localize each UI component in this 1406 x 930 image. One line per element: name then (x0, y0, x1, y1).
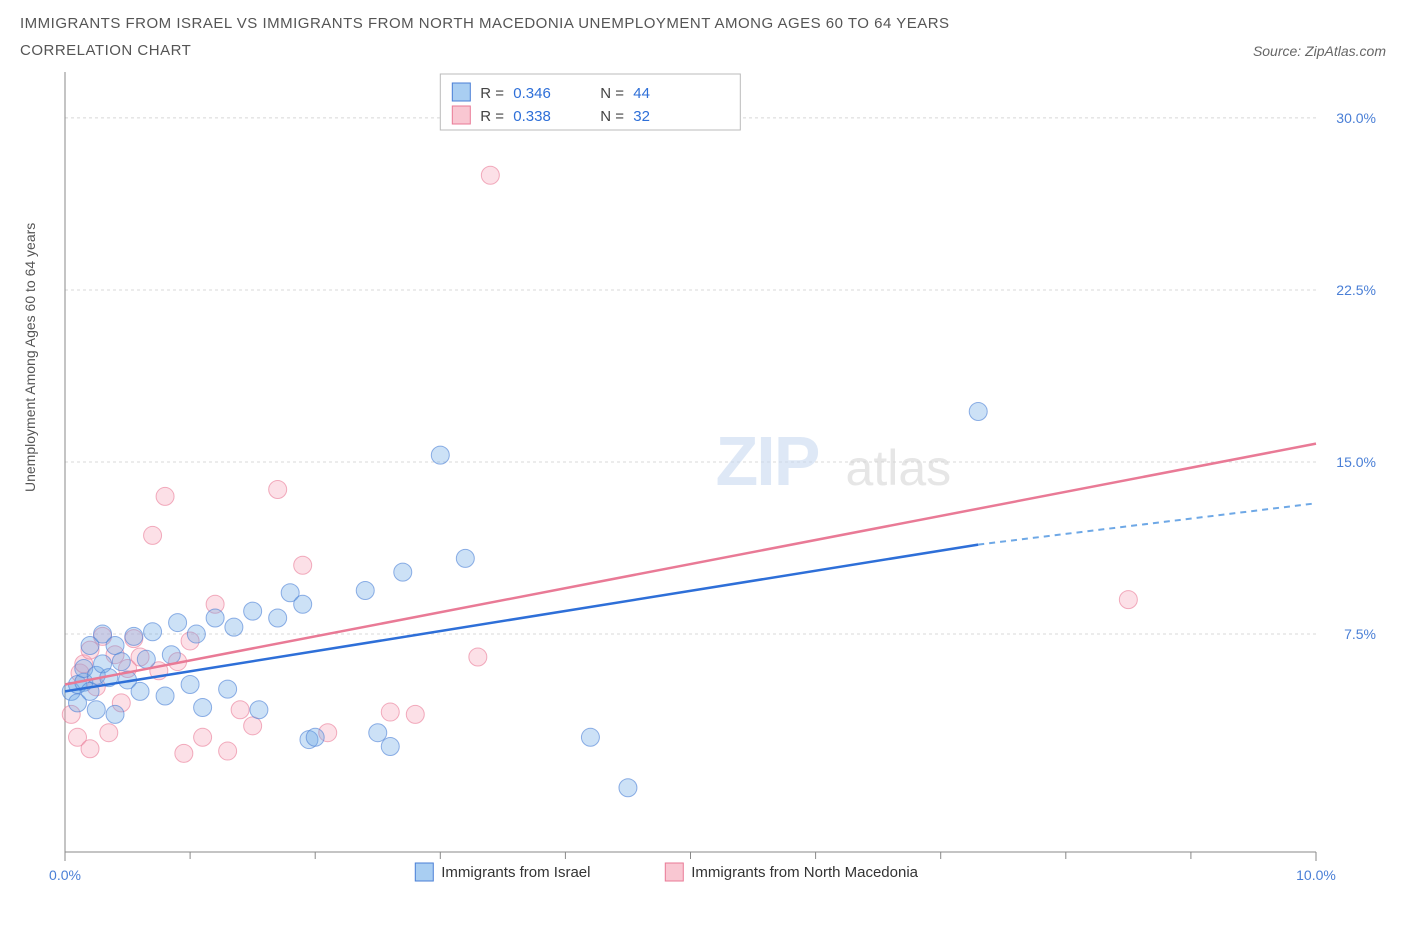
data-point (481, 166, 499, 184)
stats-R-label: R = (480, 85, 504, 102)
data-point (87, 701, 105, 719)
stats-R-pink: 0.338 (513, 108, 551, 125)
source-credit: Source: ZipAtlas.com (1253, 43, 1386, 59)
data-point (131, 682, 149, 700)
data-point (137, 650, 155, 668)
data-point (394, 563, 412, 581)
y-tick-label: 30.0% (1336, 110, 1376, 126)
stats-N-blue: 44 (633, 85, 650, 102)
data-point (194, 728, 212, 746)
data-point (406, 705, 424, 723)
data-point (969, 403, 987, 421)
data-point (250, 701, 268, 719)
stats-N-label: N = (600, 85, 624, 102)
y-tick-label: 22.5% (1336, 282, 1376, 298)
x-tick-label: 10.0% (1296, 867, 1336, 883)
chart-subtitle: CORRELATION CHART (20, 42, 191, 59)
scatter-chart: ZIP atlas 0.0% 10.0% 7.5% 15.0% 22.5% 30.0% R = 0… (20, 67, 1386, 897)
data-point (244, 717, 262, 735)
data-point (581, 728, 599, 746)
data-point (381, 703, 399, 721)
data-point (144, 623, 162, 641)
data-point (219, 742, 237, 760)
data-point (456, 549, 474, 567)
data-point (225, 618, 243, 636)
data-point (294, 556, 312, 574)
legend-label-blue: Immigrants from Israel (441, 864, 590, 881)
stats-R-label: R = (480, 108, 504, 125)
data-point (162, 646, 180, 664)
data-point (306, 728, 324, 746)
data-point (194, 698, 212, 716)
data-point (144, 526, 162, 544)
stats-N-pink: 32 (633, 108, 650, 125)
data-point (1119, 591, 1137, 609)
y-tick-label: 7.5% (1344, 626, 1376, 642)
data-point (356, 581, 374, 599)
data-point (231, 701, 249, 719)
subtitle-row: CORRELATION CHART Source: ZipAtlas.com (20, 42, 1386, 59)
data-point (106, 637, 124, 655)
y-tick-label: 15.0% (1336, 454, 1376, 470)
stats-swatch-pink (452, 106, 470, 124)
data-point (181, 676, 199, 694)
data-point (219, 680, 237, 698)
data-point (269, 481, 287, 499)
x-tick-label: 0.0% (49, 867, 81, 883)
data-point (187, 625, 205, 643)
data-point (169, 614, 187, 632)
stats-N-label: N = (600, 108, 624, 125)
data-point (269, 609, 287, 627)
data-point (81, 740, 99, 758)
legend-label-pink: Immigrants from North Macedonia (691, 864, 918, 881)
stats-R-blue: 0.346 (513, 85, 551, 102)
legend-swatch-pink (665, 863, 683, 881)
data-point (244, 602, 262, 620)
data-point (469, 648, 487, 666)
chart-title: IMMIGRANTS FROM ISRAEL VS IMMIGRANTS FRO… (20, 15, 1386, 32)
data-point (175, 744, 193, 762)
data-point (206, 609, 224, 627)
data-point (156, 487, 174, 505)
source-name: ZipAtlas.com (1305, 43, 1386, 59)
source-label: Source: (1253, 43, 1301, 59)
trend-line-blue (65, 545, 978, 692)
y-axis-label: Unemployment Among Ages 60 to 64 years (22, 472, 38, 492)
data-point (112, 653, 130, 671)
trend-line-pink (65, 444, 1316, 685)
stats-swatch-blue (452, 83, 470, 101)
data-point (106, 705, 124, 723)
data-point (619, 779, 637, 797)
data-point (381, 737, 399, 755)
data-point (100, 724, 118, 742)
legend-swatch-blue (415, 863, 433, 881)
data-point (125, 627, 143, 645)
trend-line-blue-extrapolated (978, 503, 1316, 544)
chart-container: Unemployment Among Ages 60 to 64 years Z… (20, 67, 1386, 897)
data-point (431, 446, 449, 464)
data-point (156, 687, 174, 705)
data-point (294, 595, 312, 613)
watermark-atlas: atlas (846, 440, 952, 496)
watermark-zip: ZIP (716, 422, 819, 500)
data-point (369, 724, 387, 742)
